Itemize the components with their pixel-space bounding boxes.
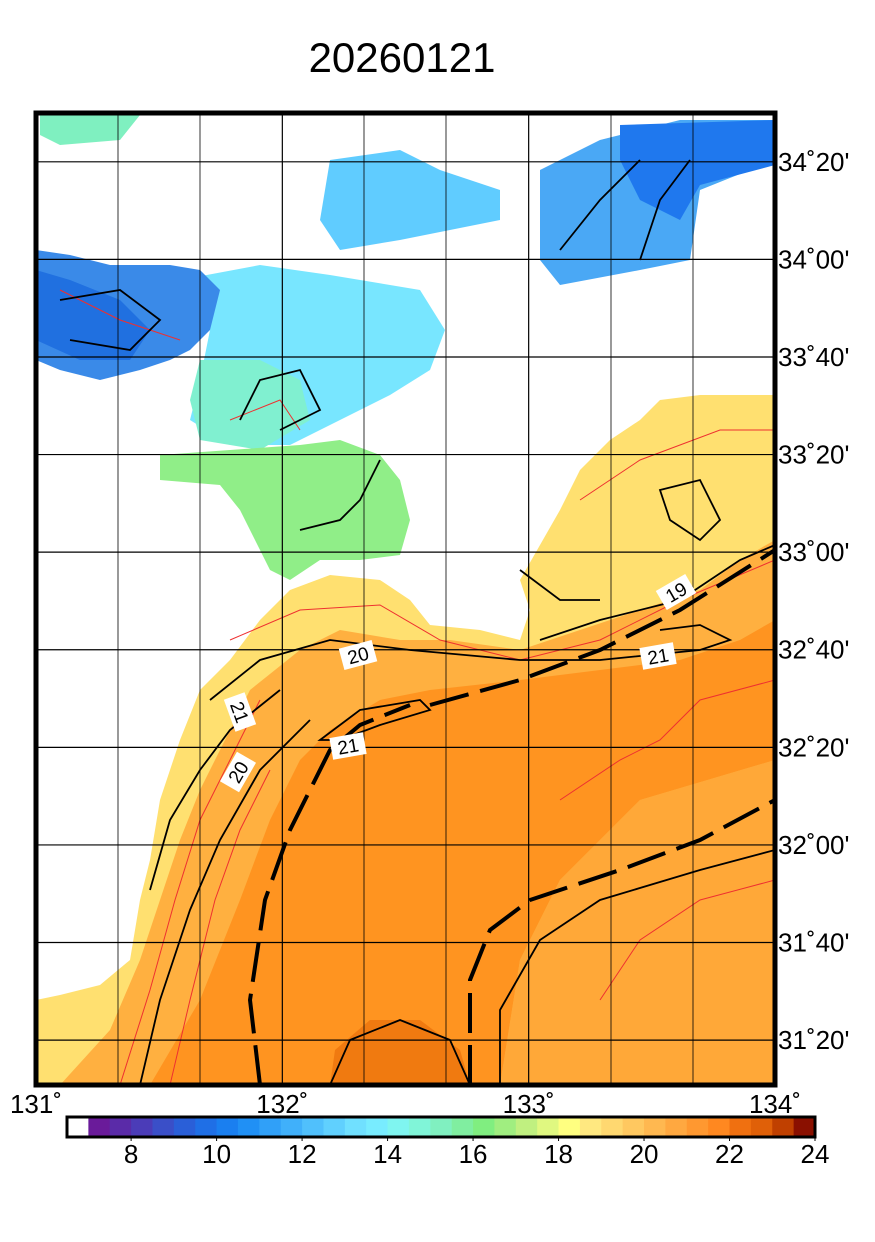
lat-label: 31˚20' (778, 1025, 849, 1055)
colorbar-segment (473, 1117, 495, 1137)
colorbar-segment (494, 1117, 517, 1137)
contour-label-box (329, 732, 367, 760)
colorbar-segment (109, 1117, 132, 1137)
colorbar-segment (430, 1117, 453, 1137)
lat-label: 32˚20' (778, 732, 849, 762)
colorbar-segment (195, 1117, 218, 1137)
lat-label: 32˚00' (778, 830, 849, 860)
colorbar-segment (644, 1117, 666, 1137)
colorbar-segment (750, 1117, 773, 1137)
contour-label-text: 21 (646, 645, 670, 669)
colorbar-segment (515, 1117, 538, 1137)
contour-label: 21 (329, 732, 367, 760)
lon-label: 133˚ (503, 1089, 555, 1119)
sea-aqua (190, 360, 310, 450)
colorbar-label: 20 (630, 1139, 659, 1169)
colorbar-segment (131, 1117, 153, 1137)
colorbar-segment (323, 1117, 346, 1137)
colorbar-segment (152, 1117, 175, 1137)
contour-label-box (639, 642, 677, 670)
colorbar-segment (387, 1117, 410, 1137)
lon-label: 131˚ (10, 1089, 62, 1119)
colorbar-segment (302, 1117, 324, 1137)
sea-warmest (330, 1020, 470, 1085)
colorbar-segment (729, 1117, 752, 1137)
lat-label: 32˚40' (778, 635, 849, 665)
colorbar-segment (88, 1117, 111, 1137)
sea-warm (150, 620, 775, 1085)
lat-label: 34˚20' (778, 147, 849, 177)
colorbar-label: 10 (202, 1139, 231, 1169)
colorbar-label: 16 (459, 1139, 488, 1169)
colorbar-segment (216, 1117, 239, 1137)
colorbar-segment (237, 1117, 260, 1137)
sea-warm-right (500, 760, 775, 1085)
contour-label-box (223, 692, 257, 732)
title: 20260121 (309, 34, 496, 81)
colorbar-segment (280, 1117, 303, 1137)
contour-label-box (655, 573, 697, 611)
colorbar-segment (772, 1117, 795, 1137)
colorbar-segment (451, 1117, 474, 1137)
colorbar-segment (67, 1117, 89, 1137)
colorbar-segment (686, 1117, 709, 1137)
colorbar-label: 22 (715, 1139, 744, 1169)
lat-label: 34˚00' (778, 244, 849, 274)
colorbar-segment (173, 1117, 196, 1137)
lon-label: 132˚ (256, 1089, 308, 1119)
colorbar-segment (558, 1117, 581, 1137)
lat-label: 33˚20' (778, 440, 849, 470)
colorbar-segment (579, 1117, 602, 1137)
colorbar-label: 8 (124, 1139, 138, 1169)
colorbar-segment (708, 1117, 731, 1137)
sea-aki (320, 150, 500, 250)
colorbar-segment (622, 1117, 645, 1137)
colorbar-segment (366, 1117, 389, 1137)
lat-label: 33˚40' (778, 342, 849, 372)
lon-label: 134˚ (749, 1089, 801, 1119)
colorbar-segment (537, 1117, 560, 1137)
colorbar-label: 14 (373, 1139, 402, 1169)
contour-label-box (219, 751, 257, 793)
colorbar-segment (665, 1117, 688, 1137)
colorbar-segment (259, 1117, 282, 1137)
colorbar-segment (408, 1117, 431, 1137)
colorbar-label: 12 (288, 1139, 317, 1169)
lat-label: 31˚40' (778, 928, 849, 958)
sea-green-nw (40, 115, 140, 145)
grid (36, 113, 775, 1085)
colorbar-label: 24 (801, 1139, 830, 1169)
map (36, 113, 775, 1085)
sea-bungo (160, 440, 410, 580)
colorbar-segment (601, 1117, 624, 1137)
colorbar-segment (344, 1117, 367, 1137)
contour-label-text: 21 (336, 735, 360, 759)
colorbar-label: 18 (544, 1139, 573, 1169)
map-frame (33, 110, 778, 1088)
sea-hiuchi-cold (620, 120, 775, 220)
colorbar-segment (793, 1117, 816, 1137)
contour-label: 21 (639, 642, 677, 670)
contour-label-box (338, 639, 378, 671)
colorbar-frame (65, 1115, 817, 1139)
lat-label: 33˚00' (778, 537, 849, 567)
